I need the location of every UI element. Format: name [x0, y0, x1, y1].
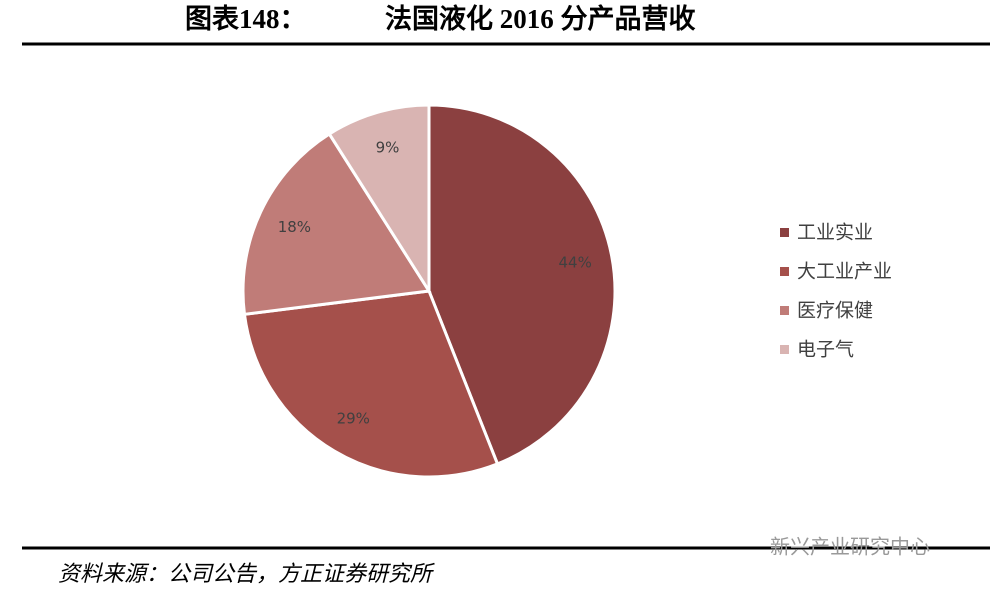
- data-label: 44%: [558, 254, 591, 272]
- legend-label: 大工业产业: [797, 261, 892, 283]
- legend-swatch: [780, 345, 789, 354]
- pie-slice: [242, 289, 500, 479]
- chart-title: 法国液化 2016 分产品营收: [385, 4, 696, 34]
- legend-label: 电子气: [797, 339, 854, 361]
- pie-slice: [327, 103, 431, 297]
- legend-label: 医疗保健: [797, 300, 873, 322]
- legend-swatch: [780, 228, 789, 237]
- legend-swatch: [780, 306, 789, 315]
- pie-slice: [241, 131, 432, 316]
- legend-swatch: [780, 267, 789, 276]
- data-label: 18%: [278, 218, 311, 236]
- source-note: 资料来源：公司公告，方正证券研究所: [58, 561, 435, 586]
- watermark: 新兴产业研究中心: [770, 535, 930, 559]
- data-label: 29%: [337, 410, 370, 428]
- data-label: 9%: [376, 139, 400, 157]
- pie-slice: [427, 103, 617, 466]
- legend-label: 工业实业: [797, 222, 873, 244]
- figure-label: 图表148：: [185, 4, 307, 34]
